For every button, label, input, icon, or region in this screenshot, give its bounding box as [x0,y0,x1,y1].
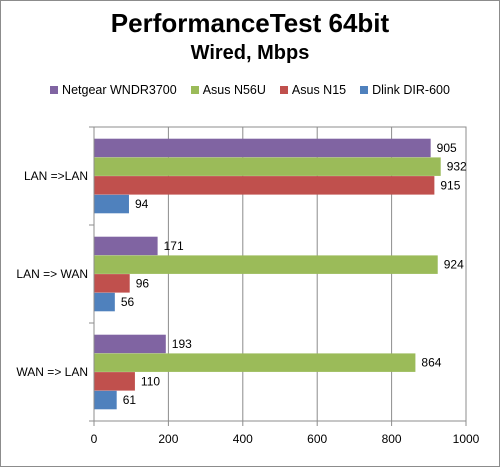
bar [94,390,117,410]
legend-label-asus-n56u: Asus N56U [202,83,266,97]
x-tick-label: 200 [158,432,178,446]
bar [94,176,435,195]
legend-item-dlink: Dlink DIR-600 [360,83,450,97]
data-label: 864 [421,356,441,370]
legend-label-dlink: Dlink DIR-600 [372,83,450,97]
x-tick-label: 800 [382,432,402,446]
bar [94,236,158,256]
bar [94,292,115,312]
bar [94,334,166,354]
legend-label-netgear: Netgear WNDR3700 [62,83,177,97]
data-label: 171 [164,239,184,253]
data-label: 915 [440,178,460,192]
legend-item-asus-n15: Asus N15 [279,83,347,97]
data-label: 110 [141,374,160,388]
legend-swatch-dlink [360,86,369,94]
bar [94,372,135,391]
chart-title: PerformanceTest 64bit [110,8,390,38]
legend-swatch-netgear [50,86,59,94]
legend-swatch-asus-n15 [279,86,288,94]
bar [94,194,129,214]
x-tick-label: 600 [307,432,327,446]
x-tick-label: 400 [233,432,253,446]
category-label: LAN => WAN [16,267,88,281]
bar [94,157,441,176]
legend-item-asus-n56u: Asus N56U [190,83,266,97]
x-tick-label: 0 [91,432,98,446]
data-label: 94 [135,197,149,211]
bar [94,353,416,372]
x-tick-label: 1000 [453,432,480,446]
data-label: 932 [447,160,467,174]
bar [94,274,130,293]
bar [94,255,438,274]
chart-subtitle: Wired, Mbps [190,42,310,64]
category-label: WAN => LAN [16,365,88,379]
legend: Netgear WNDR3700 Asus N56U Asus N15 Dlin… [0,83,500,97]
legend-label-asus-n15: Asus N15 [291,83,347,97]
legend-swatch-asus-n56u [190,86,199,94]
legend-item-netgear: Netgear WNDR3700 [50,83,177,97]
bar [94,138,431,158]
data-label: 56 [121,295,135,309]
category-label: LAN =>LAN [24,169,88,183]
data-label: 96 [136,276,150,290]
data-label: 924 [444,258,464,272]
data-label: 193 [172,337,192,351]
data-label: 905 [437,141,457,155]
data-label: 61 [123,393,137,407]
